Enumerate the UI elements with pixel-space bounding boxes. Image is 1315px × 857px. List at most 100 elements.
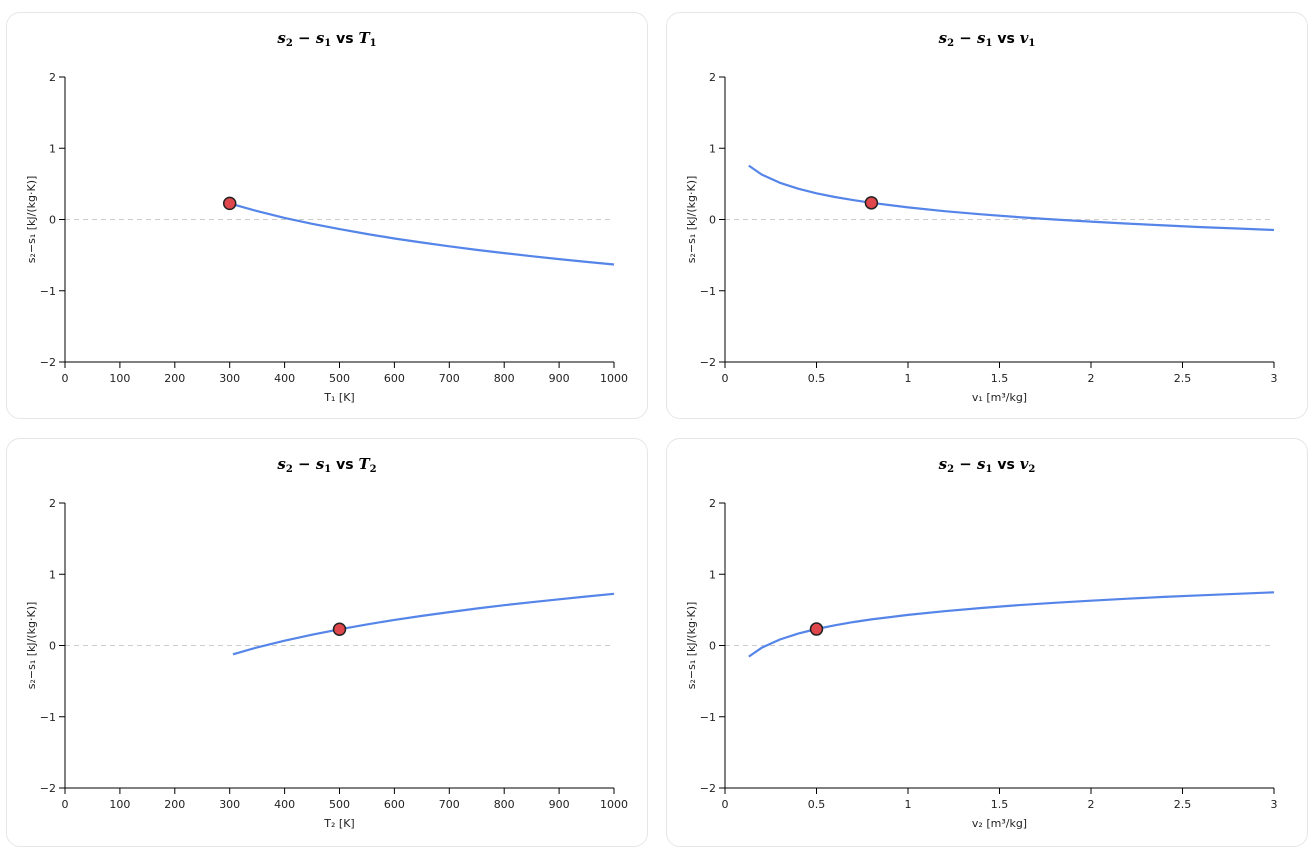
x-tick-label: 800 — [494, 798, 515, 811]
y-tick-label: 2 — [49, 497, 56, 510]
chart-title: s2 − s1 vs v2 — [939, 455, 1036, 475]
x-axis-label: v₂ [m³/kg] — [972, 817, 1027, 830]
chart-title-part: s — [939, 29, 948, 47]
x-tick-label: 2 — [1088, 798, 1095, 811]
chart-title-part: s — [277, 455, 286, 473]
x-tick-label: 0 — [722, 372, 729, 385]
x-tick-label: 2.5 — [1174, 798, 1192, 811]
y-tick-label: −2 — [40, 782, 56, 795]
y-tick-label: 2 — [709, 71, 716, 84]
x-tick-label: 900 — [549, 372, 570, 385]
x-tick-label: 100 — [109, 372, 130, 385]
chart-title-part: 2 — [286, 464, 293, 475]
chart-title-part: 1 — [324, 38, 331, 49]
chart-title-part: 2 — [1028, 464, 1035, 475]
chart-panel-s-vs-v2: s2 − s1 vs v2 0 0.5 1 1.5 2 2.5 3 −2 −1 0 1 2 v₂ [m³/… — [666, 438, 1308, 847]
state-point-marker[interactable] — [332, 622, 347, 637]
x-axis-label: v₁ [m³/kg] — [972, 391, 1027, 404]
state-point-marker[interactable] — [809, 622, 824, 636]
y-tick-label: 0 — [49, 214, 56, 227]
x-tick-label: 0 — [62, 372, 69, 385]
x-tick-label: 600 — [384, 372, 405, 385]
x-tick-label: 3 — [1271, 372, 1278, 385]
series-line — [232, 592, 615, 656]
chart-title-part: vs — [992, 31, 1019, 47]
x-tick-label: 700 — [439, 372, 460, 385]
y-tick-label: −1 — [40, 285, 56, 298]
x-tick-label: 1 — [905, 798, 912, 811]
x-tick-label: 1 — [905, 372, 912, 385]
state-point-marker[interactable] — [864, 196, 879, 210]
x-tick-label: 600 — [384, 798, 405, 811]
x-tick-label: 300 — [219, 798, 240, 811]
chart-title-part: 1 — [986, 38, 993, 49]
x-tick-label: 1.5 — [991, 798, 1009, 811]
chart-title-part: v — [1020, 455, 1029, 473]
x-tick-label: 300 — [219, 372, 240, 385]
x-tick-label: 500 — [329, 372, 350, 385]
chart-title-part: − — [293, 455, 316, 473]
chart-title-part: s — [316, 29, 325, 47]
x-tick-label: 1000 — [600, 372, 628, 385]
chart-title-part: 2 — [370, 464, 377, 475]
series-line — [748, 591, 1275, 658]
x-tick-label: 900 — [549, 798, 570, 811]
y-tick-label: 0 — [49, 640, 56, 653]
x-tick-label: 0 — [722, 798, 729, 811]
chart-title-part: 1 — [986, 464, 993, 475]
chart-title-part: 2 — [286, 38, 293, 49]
x-tick-label: 100 — [109, 798, 130, 811]
x-tick-label: 0 — [62, 798, 69, 811]
x-tick-label: 0.5 — [808, 798, 826, 811]
chart-title-part: vs — [331, 31, 358, 47]
x-tick-label: 200 — [164, 372, 185, 385]
y-axis-label: s₂−s₁ [kJ/(kg·K)] — [25, 176, 38, 264]
state-point-marker[interactable] — [222, 196, 237, 211]
x-tick-label: 2.5 — [1174, 372, 1192, 385]
x-tick-label: 800 — [494, 372, 515, 385]
chart-title-part: 2 — [947, 38, 954, 49]
x-tick-label: 0.5 — [808, 372, 826, 385]
series-line — [748, 164, 1275, 232]
x-tick-label: 2 — [1088, 372, 1095, 385]
chart-title-part: − — [954, 29, 977, 47]
chart-title-part: vs — [331, 457, 358, 473]
y-axis-label: s₂−s₁ [kJ/(kg·K)] — [685, 602, 698, 690]
x-tick-label: 1.5 — [991, 372, 1009, 385]
x-axis-label: T₂ [K] — [323, 817, 354, 830]
y-tick-label: 1 — [49, 568, 56, 581]
x-tick-label: 700 — [439, 798, 460, 811]
y-tick-label: 2 — [49, 71, 56, 84]
chart-title-part: vs — [992, 457, 1019, 473]
x-tick-label: 500 — [329, 798, 350, 811]
chart-title-part: − — [293, 29, 316, 47]
chart-title-part: s — [939, 455, 948, 473]
y-tick-label: 1 — [49, 142, 56, 155]
y-tick-label: 0 — [709, 640, 716, 653]
x-axis-label: T₁ [K] — [323, 391, 354, 404]
y-tick-label: 1 — [709, 142, 716, 155]
y-axis-label: s₂−s₁ [kJ/(kg·K)] — [685, 176, 698, 264]
y-tick-label: 0 — [709, 214, 716, 227]
chart-title: s2 − s1 vs T2 — [277, 455, 376, 475]
chart-title-part: 1 — [1028, 38, 1035, 49]
chart-title-part: 1 — [370, 38, 377, 49]
chart-title: s2 − s1 vs T1 — [277, 29, 376, 49]
chart-title-part: T — [358, 455, 371, 473]
y-axis-label: s₂−s₁ [kJ/(kg·K)] — [25, 602, 38, 690]
chart-title-part: s — [316, 455, 325, 473]
y-tick-label: −1 — [700, 285, 716, 298]
chart-title-part: 1 — [324, 464, 331, 475]
chart-title: s2 − s1 vs v1 — [939, 29, 1036, 49]
y-tick-label: 2 — [709, 497, 716, 510]
x-tick-label: 1000 — [600, 798, 628, 811]
chart-title-part: 2 — [947, 464, 954, 475]
y-tick-label: −1 — [40, 711, 56, 724]
chart-title-part: v — [1020, 29, 1029, 47]
chart-panel-s-vs-t2: s2 − s1 vs T2 0 100 200 300 400 500 600 700 800 90… — [6, 438, 648, 847]
chart-svg: s2 − s1 vs T20 100 200 300 400 500 600 700 800 90… — [25, 455, 628, 830]
x-tick-label: 200 — [164, 798, 185, 811]
y-tick-label: 1 — [709, 568, 716, 581]
x-tick-label: 400 — [274, 372, 295, 385]
